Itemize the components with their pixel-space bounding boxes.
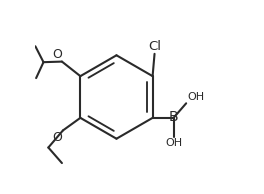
- Text: OH: OH: [187, 92, 204, 102]
- Text: Cl: Cl: [148, 40, 161, 53]
- Text: OH: OH: [165, 138, 182, 148]
- Text: O: O: [53, 48, 62, 61]
- Text: B: B: [169, 110, 178, 124]
- Text: O: O: [53, 131, 63, 144]
